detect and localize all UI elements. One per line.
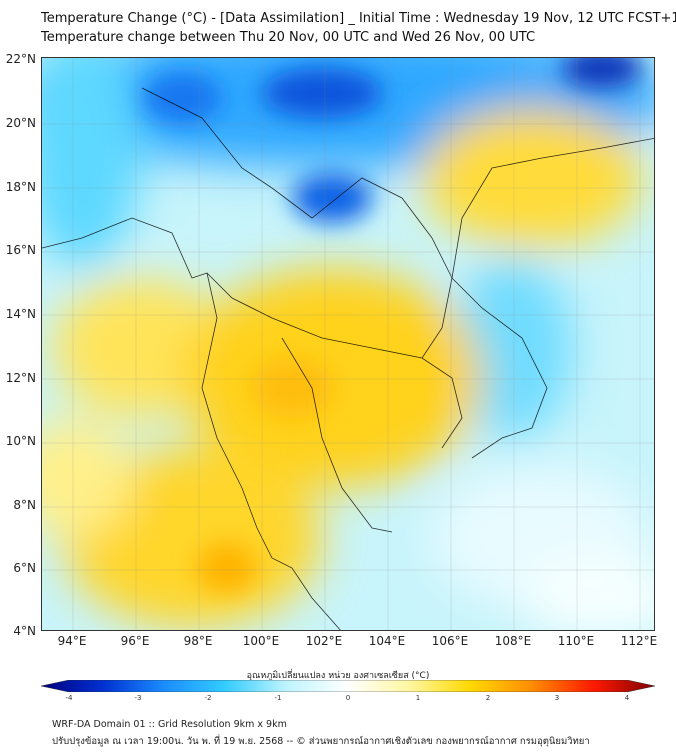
lon-label: 106°E [431,634,469,648]
lat-label: 18°N [5,180,36,194]
footer-model-info: WRF-DA Domain 01 :: Grid Resolution 9km … [52,719,287,730]
lat-label: 6°N [13,561,36,575]
colorbar-tick: -2 [204,694,212,702]
colorbar [41,680,655,692]
colorbar-tick: -4 [65,694,73,702]
footer-credit: ปรับปรุงข้อมูล ณ เวลา 19:00น. วัน พ. ที่… [52,736,590,747]
lon-label: 112°E [620,634,658,648]
colorbar-tick: -1 [274,694,282,702]
colorbar-tick: 4 [624,694,630,702]
colorbar-tick: 3 [554,694,560,702]
lon-label: 104°E [368,634,406,648]
lon-label: 100°E [242,634,280,648]
map-subtitle: Temperature change between Thu 20 Nov, 0… [41,30,536,45]
lon-label: 94°E [57,634,87,648]
colorbar-label: อุณหภูมิเปลี่ยนแปลง หน่วย องศาเซลเซียส (… [246,671,430,681]
colorbar-tick: -3 [134,694,142,702]
lon-label: 108°E [494,634,532,648]
lon-label: 98°E [183,634,213,648]
lon-label: 110°E [557,634,595,648]
lat-label: 14°N [5,307,36,321]
lat-label: 12°N [5,371,36,385]
temperature-change-map [41,57,655,631]
lat-label: 16°N [5,243,36,257]
lat-label: 22°N [5,52,36,66]
lon-label: 102°E [305,634,343,648]
lat-label: 20°N [5,116,36,130]
lon-label: 96°E [120,634,150,648]
colorbar-tick: 2 [485,694,491,702]
colorbar-tick: 0 [345,694,351,702]
map-title: Temperature Change (°C) - [Data Assimila… [41,11,676,26]
lat-label: 10°N [5,434,36,448]
lat-label: 4°N [13,624,36,638]
lat-label: 8°N [13,498,36,512]
colorbar-tick: 1 [415,694,421,702]
